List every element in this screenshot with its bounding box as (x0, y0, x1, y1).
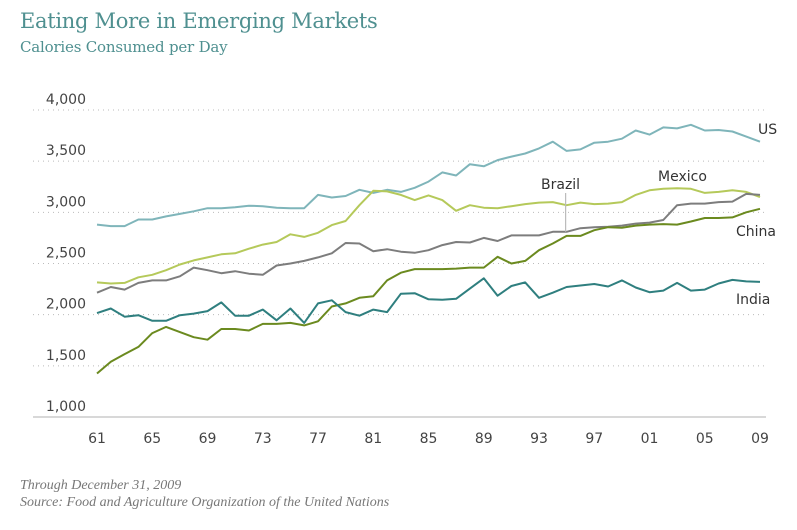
series-line-india (96, 277, 761, 324)
footnote-source: Source: Food and Agriculture Organizatio… (20, 495, 390, 510)
x-axis-ticks: 61 65 69 73 77 81 85 89 93 97 01 05 09 (88, 431, 769, 447)
footnote-date: Through December 31, 2009 (20, 478, 182, 493)
x-tick-label: 89 (475, 431, 493, 447)
x-tick-label: 09 (751, 431, 769, 447)
x-tick-label: 85 (420, 431, 438, 447)
series-label-brazil: Brazil (541, 177, 580, 193)
x-tick-label: 01 (641, 431, 659, 447)
y-tick-label: 1,500 (46, 348, 86, 364)
y-tick-label: 1,000 (46, 399, 86, 415)
series-label-china: China (736, 224, 776, 240)
y-tick-label: 3,500 (46, 143, 86, 159)
x-tick-label: 81 (364, 431, 382, 447)
x-tick-label: 69 (199, 431, 217, 447)
y-tick-label: 2,500 (46, 246, 86, 262)
series-label-mexico: Mexico (658, 169, 707, 185)
series-line-brazil (96, 192, 761, 294)
series-label-india: India (736, 292, 770, 308)
series-line-us (96, 123, 761, 228)
y-tick-label: 4,000 (46, 92, 86, 108)
x-tick-label: 65 (143, 431, 161, 447)
series-line-mexico (96, 187, 761, 285)
series-line-china (96, 207, 761, 375)
chart-subtitle: Calories Consumed per Day (20, 38, 228, 56)
series-label-us: US (758, 122, 777, 138)
x-tick-label: 77 (309, 431, 327, 447)
series-lines (96, 123, 761, 375)
series-labels: US Mexico Brazil China India (541, 122, 777, 308)
chart-title: Eating More in Emerging Markets (20, 9, 378, 33)
y-tick-label: 3,000 (46, 194, 86, 210)
x-tick-label: 05 (696, 431, 714, 447)
x-tick-label: 97 (585, 431, 603, 447)
y-tick-label: 2,000 (46, 297, 86, 313)
x-tick-label: 61 (88, 431, 106, 447)
x-tick-label: 73 (254, 431, 272, 447)
x-tick-label: 93 (530, 431, 548, 447)
y-axis-ticks: 1,000 1,500 2,000 2,500 3,000 3,500 4,000 (46, 92, 86, 415)
gridlines (33, 109, 766, 418)
